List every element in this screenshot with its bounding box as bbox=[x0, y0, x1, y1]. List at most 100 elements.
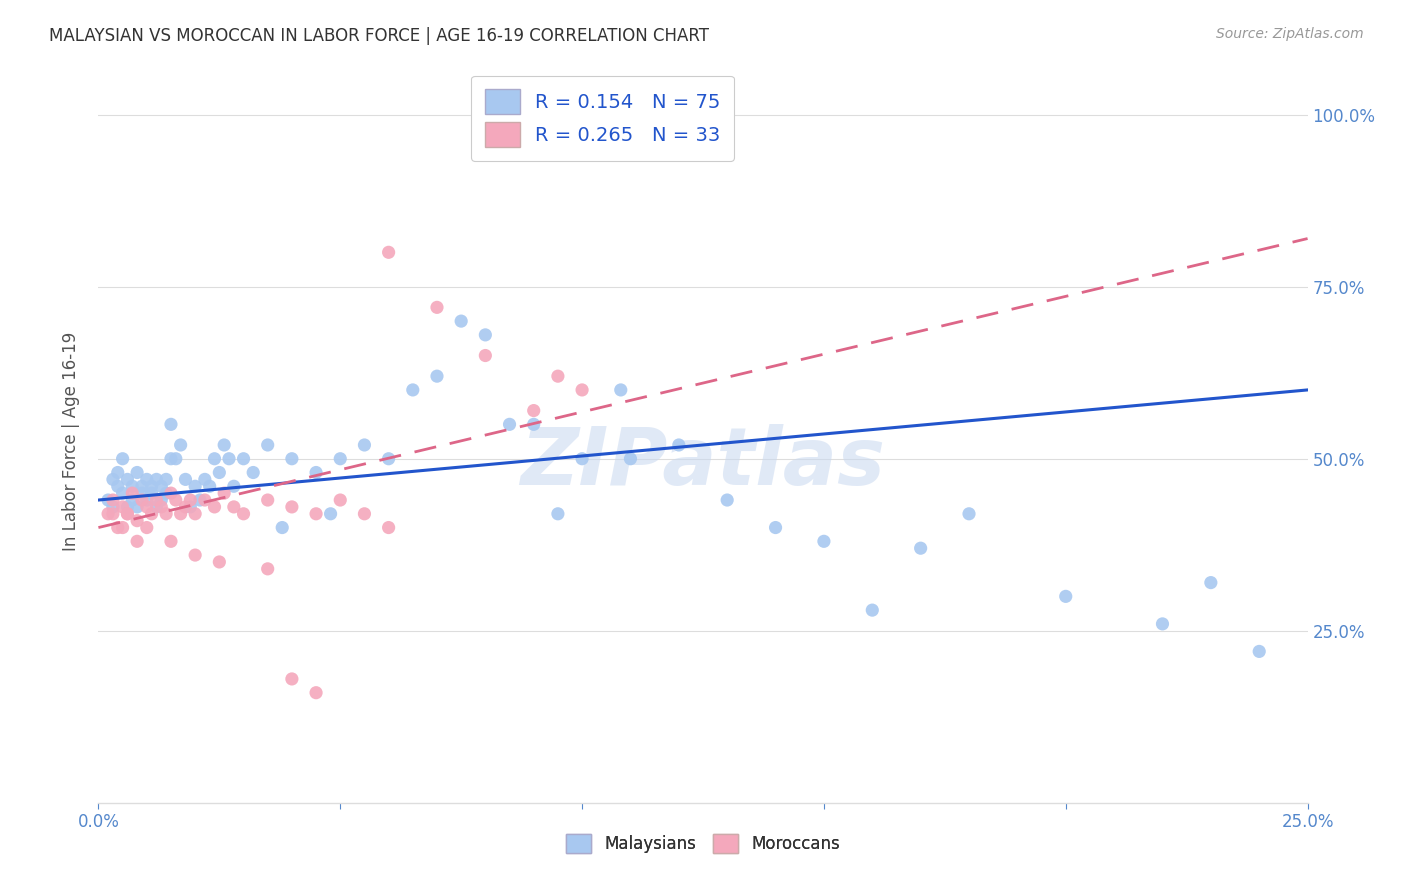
Legend: Malaysians, Moroccans: Malaysians, Moroccans bbox=[560, 827, 846, 860]
Point bbox=[107, 466, 129, 480]
Point bbox=[111, 451, 134, 466]
Text: ZIPatlas: ZIPatlas bbox=[520, 425, 886, 502]
Point bbox=[165, 451, 187, 466]
Point bbox=[141, 479, 163, 493]
Point bbox=[141, 486, 163, 500]
Point bbox=[97, 493, 120, 508]
Point bbox=[242, 466, 264, 480]
Point bbox=[910, 541, 932, 556]
Point bbox=[1249, 644, 1271, 658]
Point bbox=[160, 417, 183, 432]
Point bbox=[145, 493, 167, 508]
Point bbox=[101, 507, 124, 521]
Point bbox=[329, 493, 352, 508]
Point bbox=[610, 383, 633, 397]
Point bbox=[150, 479, 173, 493]
Point bbox=[426, 369, 449, 384]
Point bbox=[150, 500, 173, 514]
Point bbox=[117, 472, 139, 486]
Point bbox=[571, 108, 593, 122]
Point bbox=[208, 466, 231, 480]
Point bbox=[571, 383, 593, 397]
Point bbox=[271, 520, 294, 534]
Point bbox=[256, 562, 278, 576]
Point bbox=[179, 493, 201, 508]
Point bbox=[716, 493, 738, 508]
Point bbox=[101, 500, 124, 514]
Point bbox=[135, 500, 157, 514]
Point bbox=[198, 479, 221, 493]
Point bbox=[135, 493, 157, 508]
Point bbox=[305, 507, 328, 521]
Point bbox=[194, 472, 217, 486]
Point bbox=[204, 451, 226, 466]
Point bbox=[165, 493, 187, 508]
Point bbox=[232, 451, 254, 466]
Point bbox=[523, 108, 546, 122]
Y-axis label: In Labor Force | Age 16-19: In Labor Force | Age 16-19 bbox=[62, 332, 80, 551]
Point bbox=[111, 486, 134, 500]
Point bbox=[377, 451, 399, 466]
Point bbox=[150, 493, 173, 508]
Point bbox=[256, 438, 278, 452]
Point bbox=[329, 451, 352, 466]
Point bbox=[141, 507, 163, 521]
Point bbox=[377, 245, 399, 260]
Point bbox=[131, 486, 153, 500]
Point bbox=[160, 451, 183, 466]
Point bbox=[860, 603, 883, 617]
Point bbox=[111, 520, 134, 534]
Point bbox=[188, 493, 211, 508]
Point bbox=[212, 486, 235, 500]
Point bbox=[523, 417, 546, 432]
Point bbox=[135, 472, 157, 486]
Point bbox=[155, 472, 177, 486]
Point bbox=[377, 520, 399, 534]
Point bbox=[155, 507, 177, 521]
Point bbox=[1199, 575, 1222, 590]
Point bbox=[212, 438, 235, 452]
Point bbox=[127, 466, 149, 480]
Text: MALAYSIAN VS MOROCCAN IN LABOR FORCE | AGE 16-19 CORRELATION CHART: MALAYSIAN VS MOROCCAN IN LABOR FORCE | A… bbox=[49, 27, 709, 45]
Point bbox=[319, 507, 342, 521]
Point bbox=[426, 301, 449, 315]
Point bbox=[353, 438, 375, 452]
Point bbox=[305, 686, 328, 700]
Point bbox=[1152, 616, 1174, 631]
Point bbox=[160, 534, 183, 549]
Point bbox=[498, 417, 520, 432]
Point bbox=[117, 507, 139, 521]
Point bbox=[222, 479, 245, 493]
Point bbox=[131, 493, 153, 508]
Point bbox=[218, 451, 240, 466]
Point bbox=[957, 507, 980, 521]
Point bbox=[121, 493, 143, 508]
Point bbox=[194, 493, 217, 508]
Point bbox=[765, 520, 787, 534]
Point bbox=[184, 479, 207, 493]
Point bbox=[121, 486, 143, 500]
Point bbox=[281, 500, 304, 514]
Point bbox=[184, 507, 207, 521]
Point bbox=[127, 514, 149, 528]
Point bbox=[101, 493, 124, 508]
Point bbox=[169, 507, 191, 521]
Point bbox=[305, 466, 328, 480]
Point bbox=[668, 438, 690, 452]
Point bbox=[145, 472, 167, 486]
Point bbox=[169, 438, 191, 452]
Point bbox=[135, 520, 157, 534]
Point bbox=[474, 349, 496, 363]
Point bbox=[131, 479, 153, 493]
Point bbox=[97, 507, 120, 521]
Point bbox=[184, 548, 207, 562]
Point bbox=[402, 383, 425, 397]
Point bbox=[813, 534, 835, 549]
Point bbox=[160, 486, 183, 500]
Point bbox=[547, 108, 569, 122]
Point bbox=[281, 672, 304, 686]
Point bbox=[619, 451, 641, 466]
Point bbox=[127, 534, 149, 549]
Point bbox=[204, 500, 226, 514]
Point bbox=[179, 500, 201, 514]
